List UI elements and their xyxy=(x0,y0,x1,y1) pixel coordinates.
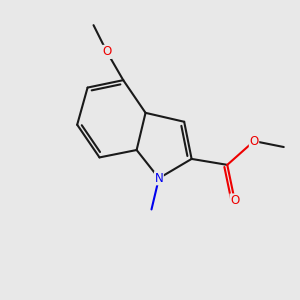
Text: O: O xyxy=(249,135,259,148)
Text: N: N xyxy=(154,172,163,185)
Text: O: O xyxy=(102,45,112,58)
Text: O: O xyxy=(230,194,239,207)
